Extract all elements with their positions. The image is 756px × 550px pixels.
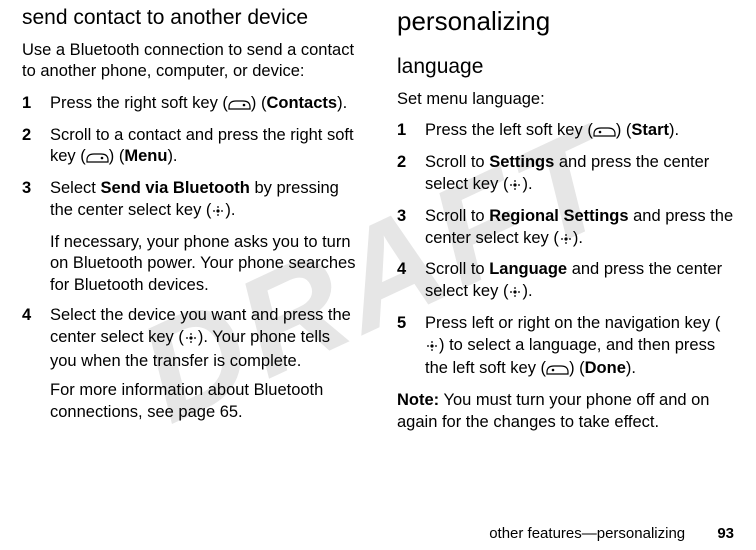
list-item: Select the device you want and press the… xyxy=(22,305,359,372)
text: Press left or right on the navigation ke… xyxy=(425,314,720,332)
text: ). xyxy=(522,282,532,300)
text: Contacts xyxy=(266,94,337,112)
text: ) ( xyxy=(251,94,267,112)
text: ) ( xyxy=(569,359,585,377)
footer: other features—personalizing 93 xyxy=(489,525,734,542)
text: ). xyxy=(626,359,636,377)
note-text: You must turn your phone off and on agai… xyxy=(397,391,710,431)
center-key-icon xyxy=(211,202,225,224)
list-item: If necessary, your phone asks you to tur… xyxy=(22,232,359,297)
right-intro: Set menu language: xyxy=(397,89,734,110)
text: ) ( xyxy=(616,121,632,139)
left-soft-key-icon xyxy=(546,360,569,382)
text: Done xyxy=(585,359,626,377)
list-item: Scroll to Settings and press the center … xyxy=(397,152,734,198)
footer-text: other features—personalizing xyxy=(489,525,685,542)
list-item: Press the right soft key ( ) (Contacts). xyxy=(22,93,359,117)
note-label: Note: xyxy=(397,391,439,409)
right-heading-2: language xyxy=(397,55,734,79)
list-item: Press left or right on the navigation ke… xyxy=(397,313,734,382)
text: Select xyxy=(50,179,100,197)
list-item: For more information about Bluetooth con… xyxy=(22,380,359,424)
list-item: Scroll to Regional Settings and press th… xyxy=(397,206,734,252)
text: Regional Settings xyxy=(489,207,628,225)
right-heading-1: personalizing xyxy=(397,6,734,37)
left-column: send contact to another device Use a Blu… xyxy=(22,6,359,434)
nav-key-icon xyxy=(425,337,439,359)
right-steps: Press the left soft key () (Start). Scro… xyxy=(397,120,734,382)
text: ). xyxy=(573,229,583,247)
list-item: Select Send via Bluetooth by pressing th… xyxy=(22,178,359,224)
text: ) ( xyxy=(109,147,125,165)
text: Language xyxy=(489,260,567,278)
list-item: Press the left soft key ( ) (Start). xyxy=(397,120,734,144)
text: Send via Bluetooth xyxy=(100,179,249,197)
left-intro: Use a Bluetooth connection to send a con… xyxy=(22,40,359,83)
text: ). xyxy=(225,201,235,219)
text: Press the left soft key ( xyxy=(425,121,593,139)
list-item: Scroll to a contact and press the right … xyxy=(22,125,359,171)
left-heading: send contact to another device xyxy=(22,6,359,30)
list-item: Scroll to Language and press the center … xyxy=(397,259,734,305)
text: ). xyxy=(167,147,177,165)
center-key-icon xyxy=(559,230,573,252)
right-soft-key-icon xyxy=(228,95,251,117)
right-soft-key-icon xyxy=(86,148,109,170)
center-key-icon xyxy=(508,176,522,198)
center-key-icon xyxy=(508,283,522,305)
text: Menu xyxy=(124,147,167,165)
note: Note: You must turn your phone off and o… xyxy=(397,390,734,434)
text: Scroll to xyxy=(425,153,489,171)
left-soft-key-icon xyxy=(593,122,616,144)
page-number: 93 xyxy=(717,525,734,542)
text: Scroll to xyxy=(425,260,489,278)
center-key-icon xyxy=(184,329,198,351)
page-content: send contact to another device Use a Blu… xyxy=(0,0,756,434)
text: ). xyxy=(522,175,532,193)
text: ). xyxy=(337,94,347,112)
text: Start xyxy=(631,121,669,139)
text: Scroll to xyxy=(425,207,489,225)
right-column: personalizing language Set menu language… xyxy=(397,6,734,434)
left-steps: Press the right soft key () (Contacts). … xyxy=(22,93,359,424)
text: Settings xyxy=(489,153,554,171)
text: ). xyxy=(669,121,679,139)
text: Press the right soft key ( xyxy=(50,94,228,112)
